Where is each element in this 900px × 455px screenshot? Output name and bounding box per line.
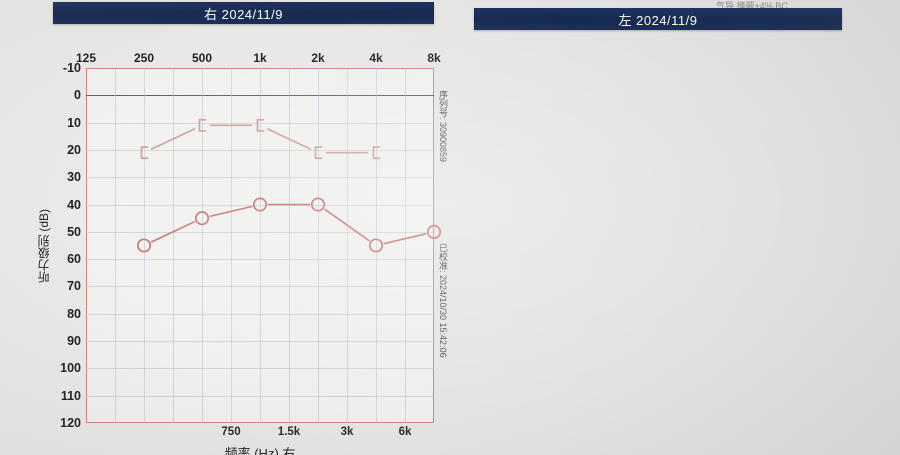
y-axis-tick: -10 [62, 61, 81, 75]
gridline-vertical [347, 68, 348, 423]
marker-air-conduction-right[interactable]: 气导 右 (Air conduction, right) 1k: 40 dB [252, 197, 268, 212]
x-axis-tick-top: 4k [369, 51, 383, 65]
x-axis-tick-top: 1k [253, 51, 267, 65]
panel-left-ear-title: 左 2024/11/9 [474, 8, 842, 30]
y-axis-tick: 20 [67, 142, 81, 157]
marker-air-conduction-right[interactable]: 气导 右 (Air conduction, right) 250: 55 dB [136, 238, 152, 253]
y-axis-tick: 0 [74, 88, 81, 103]
gridline-vertical [405, 68, 406, 423]
y-axis-tick: 10 [67, 115, 81, 130]
gridline-vertical [289, 68, 290, 423]
gridline-vertical [318, 68, 319, 423]
marker-air-conduction-right[interactable]: 气导 右 (Air conduction, right) 4k: 55 dB [368, 238, 384, 253]
x-axis-tick-bottom: 1.5k [277, 426, 301, 438]
top-note-fragment: 气导 掩蔽+4% BC [716, 1, 788, 11]
x-axis-title-right: 频率 (Hz) 右 [224, 446, 296, 455]
y-axis-tick: 60 [67, 252, 81, 267]
series-connector [150, 128, 196, 150]
marker-air-conduction-right[interactable]: 气导 右 (Air conduction, right) 2k: 40 dB [310, 197, 326, 212]
y-axis-title-right: 听力级别 (dB) [37, 208, 51, 283]
y-axis-tick: 120 [60, 416, 81, 430]
panel-right-ear: 右 2024/11/9 -10 0 10 20 30 40 50 60 70 80 90 100 110… [37, 2, 448, 455]
serial-number-note: 序列号: 30900859 [438, 90, 448, 163]
series-connector [266, 128, 312, 150]
marker-air-conduction-right[interactable]: 气导 右 (Air conduction, right) 8k: 50 dB [426, 224, 442, 239]
gridline-vertical [231, 68, 232, 423]
gridline-vertical [144, 68, 145, 423]
panel-left-ear: 左 2024/11/9 -100102030405060708090100110… [452, 0, 900, 455]
y-axis-tick: 80 [67, 306, 81, 321]
marker-bone-conduction-right[interactable]: 骨导 右 (Bone conduction, right) 250: 21 dB [140, 146, 149, 160]
x-axis-tick-top: 2k [311, 51, 325, 65]
x-axis-tick-top: 500 [191, 51, 213, 65]
x-axis-tick-top: 8k [427, 51, 441, 65]
y-axis-tick: 30 [67, 170, 81, 185]
series-connector [150, 221, 196, 243]
panel-right-ear-title: 右 2024/11/9 [53, 2, 434, 24]
gridline-vertical [202, 68, 203, 423]
marker-bone-conduction-right[interactable]: 骨导 右 (Bone conduction, right) 500: 11 dB [198, 118, 207, 132]
marker-bone-conduction-right[interactable]: 骨导 右 (Bone conduction, right) 2k: 21 dB [314, 146, 323, 160]
gridline-vertical [173, 68, 174, 423]
marker-bone-conduction-right[interactable]: 骨导 右 (Bone conduction, right) 1k: 11 dB [256, 118, 265, 132]
gridline-vertical [376, 68, 377, 423]
series-connector [209, 205, 253, 218]
x-axis-tick-top: 125 [75, 51, 97, 65]
gridline-vertical [260, 68, 261, 423]
series-connector [383, 232, 427, 245]
audiogram-chart-right: -10 0 10 20 30 40 50 60 70 80 90 100 110 120 125 250 500… [37, 51, 448, 455]
x-axis-tick-bottom: 3k [340, 426, 354, 438]
series-connector [324, 208, 370, 242]
y-axis-tick: 110 [60, 388, 81, 403]
calibration-date-note: 已校准: 2024/10/30 15:42:06 [438, 243, 448, 358]
marker-bone-conduction-right[interactable]: 骨导 右 (Bone conduction, right) 4k: 21 dB [372, 146, 381, 160]
marker-air-conduction-right[interactable]: 气导 右 (Air conduction, right) 500: 45 dB [194, 211, 210, 226]
y-axis-tick: 90 [67, 334, 81, 349]
y-axis-tick: 100 [60, 361, 81, 376]
y-axis-tick: 50 [67, 224, 81, 239]
y-axis-tick: 70 [67, 279, 81, 294]
gridline-vertical [115, 68, 116, 423]
x-axis-tick-bottom: 6k [398, 426, 412, 438]
x-axis-tick-top: 250 [133, 51, 155, 65]
data-overlay-right: 气导 右 (Air conduction, right) 250: 55 dB 气… [136, 118, 442, 253]
y-axis-tick: 40 [67, 197, 81, 212]
x-axis-tick-bottom: 750 [221, 426, 241, 438]
